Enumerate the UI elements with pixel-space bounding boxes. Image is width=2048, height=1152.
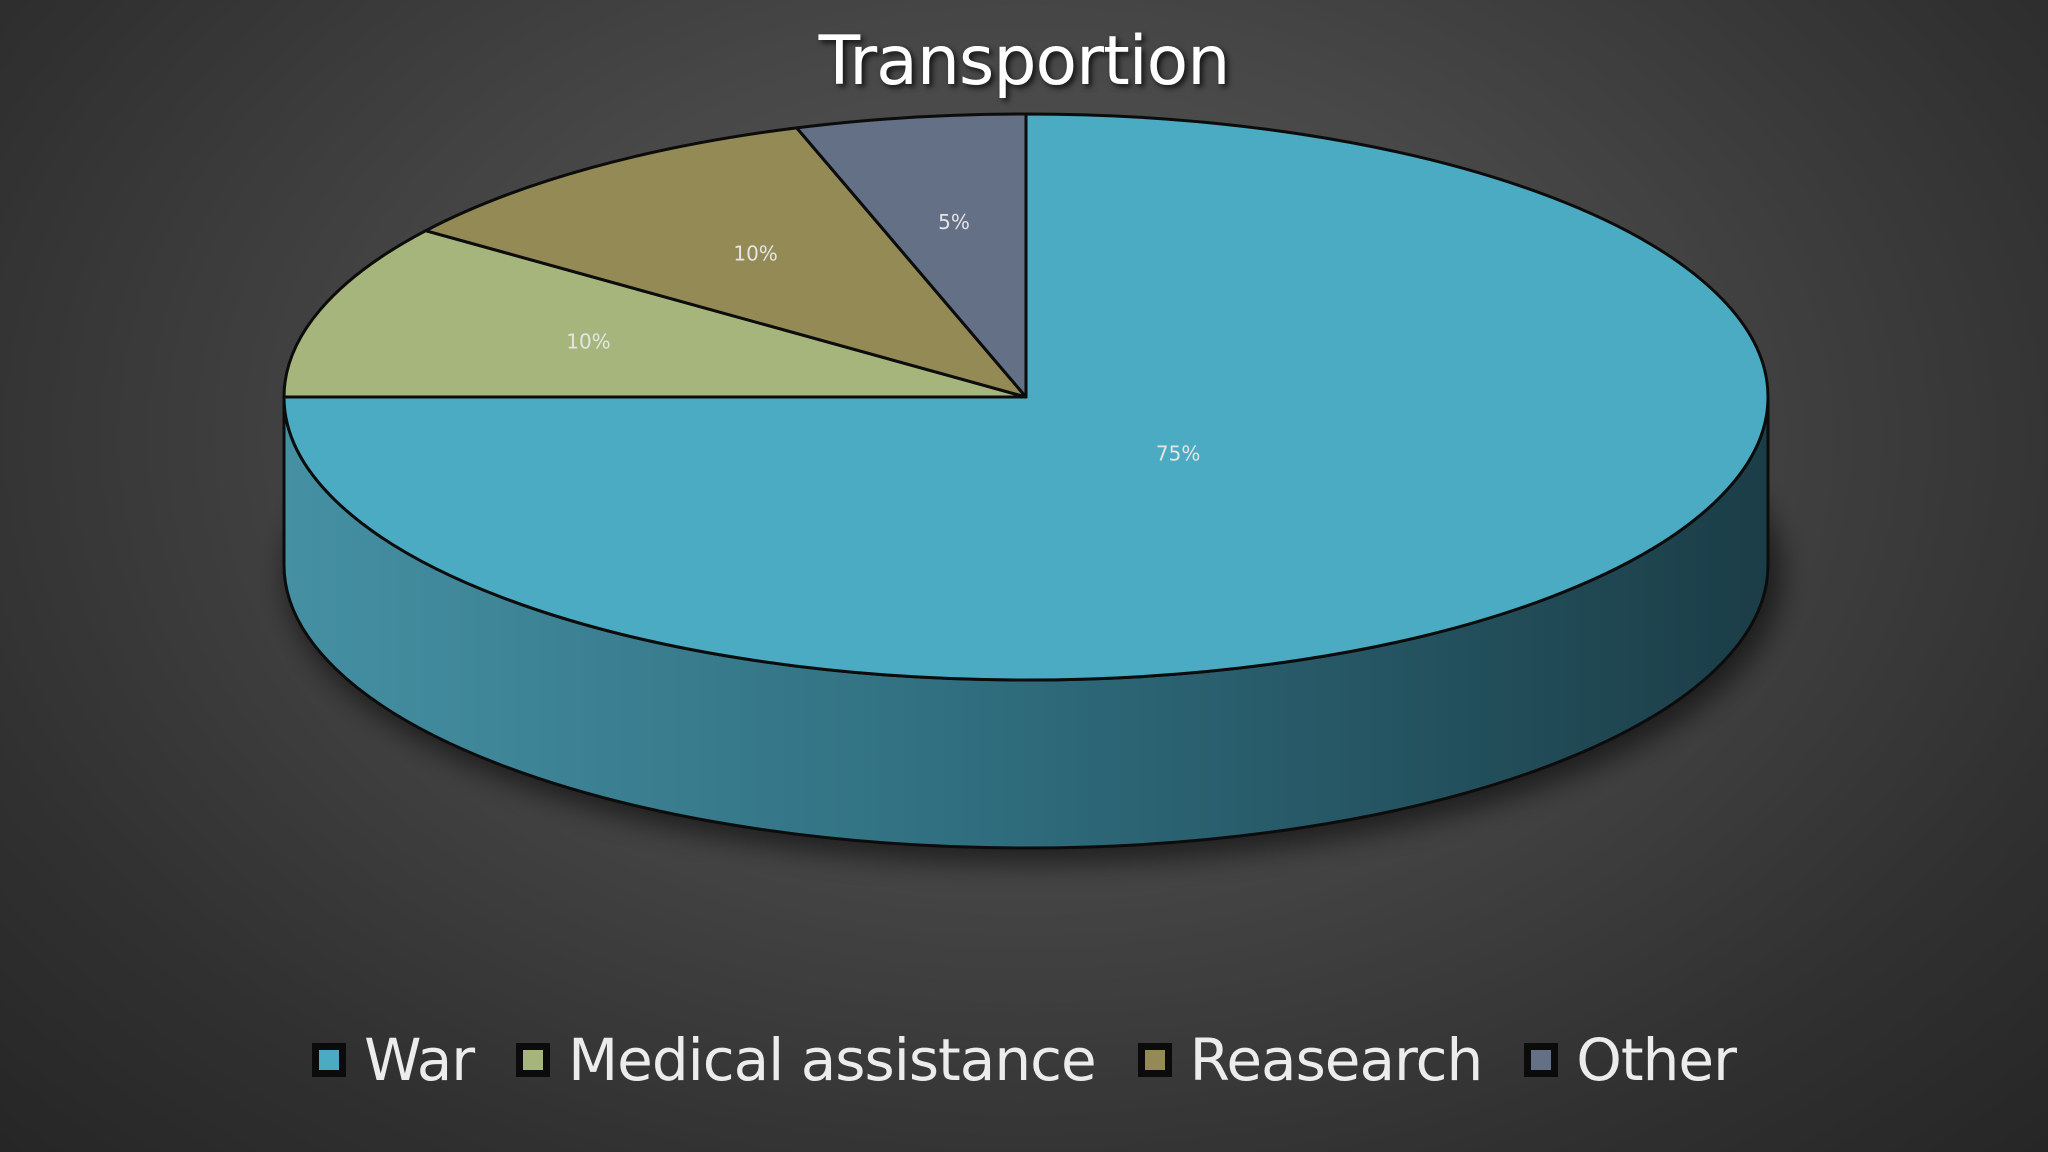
legend-label-reasearch: Reasearch [1189, 1026, 1484, 1094]
pie-slice-war [282, 112, 1770, 682]
legend-swatch-other [1524, 1043, 1559, 1077]
pie-slice-medical-assistance [282, 229, 1028, 399]
legend-label-medical-assistance: Medical assistance [568, 1026, 1097, 1094]
data-label-other: 5% [938, 210, 970, 234]
pie-slice-other [795, 112, 1028, 399]
legend-label-war: War [364, 1026, 475, 1094]
data-label-war: 75% [1156, 442, 1200, 466]
chart-title: Transportion [818, 22, 1231, 101]
legend-item-other: Other [1524, 1026, 1737, 1094]
data-label-reasearch: 10% [733, 242, 777, 266]
legend-item-medical-assistance: Medical assistance [516, 1026, 1097, 1094]
legend-label-other: Other [1576, 1026, 1737, 1094]
legend-item-reasearch: Reasearch [1137, 1026, 1484, 1094]
pie-slice-reasearch [424, 126, 1028, 399]
legend-swatch-reasearch [1137, 1043, 1172, 1077]
legend-swatch-medical-assistance [516, 1043, 551, 1077]
legend-swatch-war [312, 1043, 347, 1077]
data-label-medical-assistance: 10% [566, 329, 610, 353]
legend-item-war: War [312, 1026, 475, 1094]
chart-legend: War Medical assistance Reasearch Other [0, 1020, 2048, 1100]
